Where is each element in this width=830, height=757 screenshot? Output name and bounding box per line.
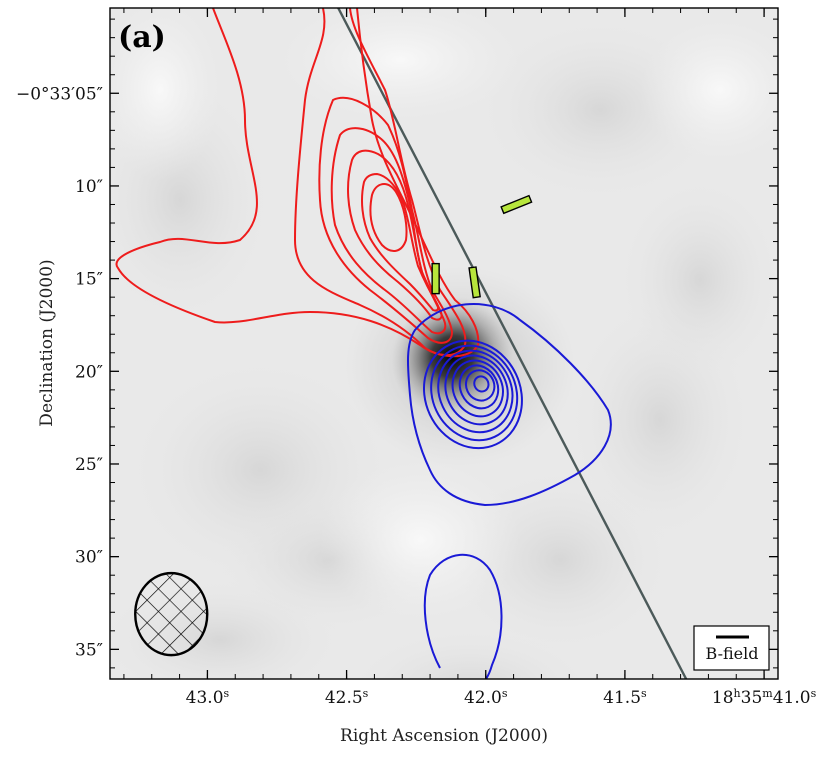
legend-box: B-field [693, 625, 770, 671]
x-tick-label: 43.0s [186, 687, 230, 709]
background-patch [620, 180, 778, 380]
red-contour [369, 183, 408, 252]
bfield-vector [431, 262, 440, 295]
bfield-vector [500, 194, 533, 215]
blue-contour [451, 359, 504, 418]
background-bright-patch [640, 20, 778, 160]
y-tick-label: 25″ [75, 455, 103, 475]
x-axis-title: Right Ascension (J2000) [340, 726, 548, 746]
bfield-vector [468, 266, 481, 299]
ticks-layer: 43.0s 42.5s 42.0s 41.5s 18h35m41.0s −0°33′05″… [16, 8, 817, 708]
x-tick-label: 18h35m41.0s [712, 687, 817, 709]
x-tick-label: 42.0s [464, 687, 508, 709]
outflow-axis-line [337, 8, 688, 679]
red-contour [347, 149, 443, 321]
background-bright-patch [320, 460, 520, 620]
background-bright-patch [110, 8, 220, 180]
blue-contour [422, 339, 523, 450]
background-map [110, 8, 778, 679]
blue-contour [444, 354, 509, 426]
overlay-layer [115, 8, 688, 679]
legend-label: B-field [706, 644, 759, 663]
red-contour [361, 172, 440, 312]
blue-contour-secondary [423, 553, 503, 679]
y-tick-label: 20″ [75, 362, 103, 382]
background-patch [352, 630, 588, 679]
y-tick-label: 15″ [75, 270, 103, 290]
red-contour [293, 8, 467, 357]
panel-label: (a) [118, 20, 166, 55]
blue-contour [464, 369, 496, 402]
y-tick-label: −0°33′05″ [16, 84, 103, 104]
y-axis-title: Declination (J2000) [37, 259, 57, 426]
red-contour [318, 96, 454, 344]
plot-frame [109, 7, 779, 680]
beam-ellipse [134, 571, 209, 657]
blue-contour [437, 349, 514, 434]
blue-contour [406, 303, 612, 507]
y-tick-label: 10″ [75, 177, 103, 197]
red-contour [330, 127, 447, 335]
x-tick-label: 42.5s [325, 687, 369, 709]
blue-contour [473, 375, 490, 393]
blue-contour [430, 344, 519, 442]
x-tick-label: 41.5s [603, 687, 647, 709]
blue-contour [458, 364, 500, 410]
y-tick-label: 30″ [75, 548, 103, 568]
y-tick-label: 35″ [75, 640, 103, 660]
background-bright-patch [280, 8, 520, 120]
